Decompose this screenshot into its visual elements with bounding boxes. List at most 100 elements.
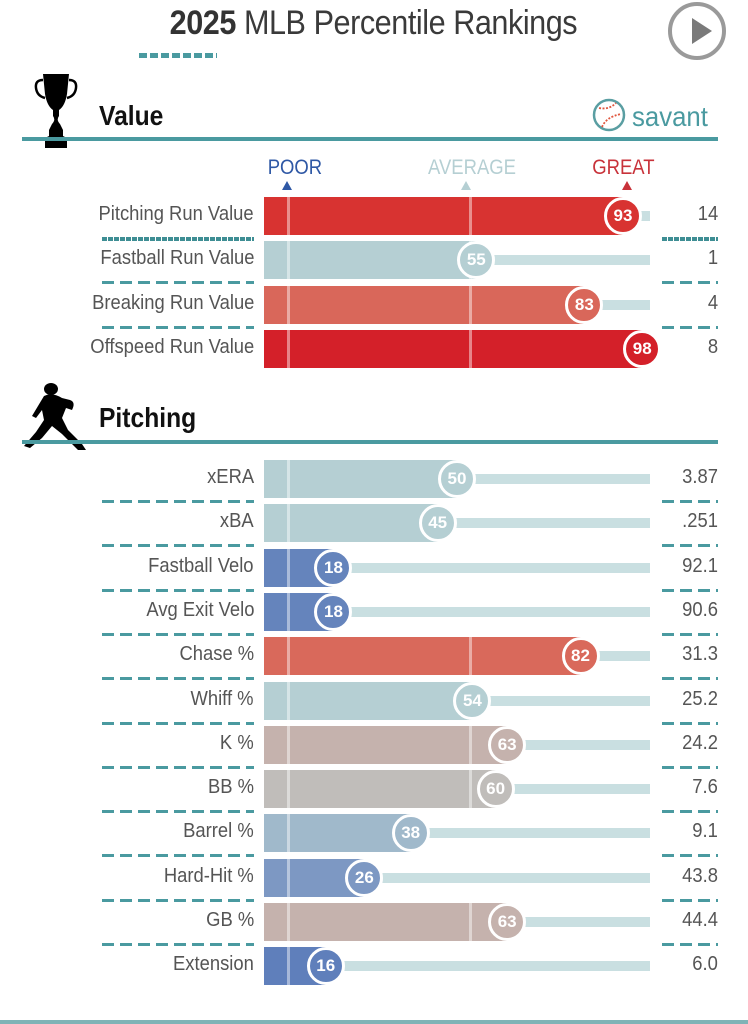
percentile-track [437,518,650,529]
percentile-bubble[interactable]: 50 [438,460,476,498]
section-divider-value [22,137,718,141]
metric-label: Whiff % [190,687,254,710]
percentile-track [410,828,650,839]
gridline [468,725,472,764]
percentile-bar[interactable] [264,725,508,764]
percentile-bar[interactable] [264,241,477,280]
row-separator [102,325,254,329]
metric-label: Fastball Velo [148,554,254,577]
percentile-track [507,739,650,750]
percentile-bubble[interactable]: 38 [391,814,430,853]
metric-value: 44.4 [682,909,718,931]
row-separator [662,677,718,681]
title-text: MLB Percentile Rankings [235,4,578,42]
row-separator [102,500,254,503]
percentile-bubble[interactable]: 26 [345,858,384,897]
percentile-bar[interactable] [264,903,508,941]
metric-label: Extension [173,953,254,976]
gridline [287,637,291,676]
metric-label: Pitching Run Value [98,203,254,225]
gridline [287,814,291,853]
gridline [468,285,472,324]
metric-value: 7.6 [692,776,718,799]
gridline [468,770,472,809]
pitcher-icon [22,382,98,452]
percentile-bubble[interactable]: 54 [453,681,492,720]
scale-label-great: GREAT [592,156,655,179]
baseball-icon [592,98,626,137]
row-separator [662,765,718,769]
percentile-bubble[interactable]: 98 [623,329,662,368]
row-separator [102,588,254,592]
percentile-bar[interactable] [264,770,496,809]
percentile-bubble[interactable]: 60 [476,770,515,809]
metric-label: Hard-Hit % [164,864,254,887]
percentile-bar[interactable] [264,681,473,720]
gridline [468,637,472,676]
section-divider-pitching [22,440,718,444]
bottom-divider [0,1020,748,1024]
percentile-bar[interactable] [264,814,411,853]
play-button[interactable] [668,2,726,60]
row-separator [102,677,254,681]
percentile-track [325,961,650,972]
row-separator [662,588,718,592]
gridline [287,197,291,235]
percentile-track [507,917,650,927]
gridline [287,725,291,764]
savant-logo[interactable]: savant [592,97,715,137]
gridline [287,504,291,543]
percentile-bar[interactable] [264,197,623,235]
percentile-bubble[interactable]: 55 [457,241,496,280]
row-separator [102,281,254,285]
percentile-bar[interactable] [264,504,438,543]
section-title-value: Value [99,100,164,131]
percentile-track [333,606,650,617]
percentile-bar[interactable] [264,285,585,324]
percentile-bubble[interactable]: 83 [565,285,604,324]
percentile-track [364,872,650,883]
average-marker-icon [461,181,471,190]
percentile-bar[interactable] [264,460,457,498]
great-marker-icon [622,181,632,190]
percentile-bubble[interactable]: 63 [488,903,527,941]
section-title-pitching: Pitching [99,402,197,433]
metric-value: 43.8 [682,864,718,887]
poor-marker-icon [282,181,292,190]
percentile-track [495,784,650,795]
row-separator [102,237,254,241]
percentile-track [584,299,650,310]
gridline [287,241,291,280]
percentile-bubble[interactable]: 45 [418,504,457,543]
percentile-bubble[interactable]: 18 [314,548,353,587]
row-separator [662,810,718,814]
percentile-bubble[interactable]: 16 [306,947,345,986]
metric-value: 24.2 [682,731,718,754]
page-title: 2025 MLB Percentile Rankings [37,4,710,43]
metric-value: .251 [682,510,718,533]
metric-label: Chase % [179,643,254,666]
percentile-track [457,474,650,484]
percentile-bubble[interactable]: 93 [603,197,642,235]
gridline [468,329,472,368]
metric-label: Barrel % [183,820,254,843]
percentile-bubble[interactable]: 63 [488,725,527,764]
row-separator [102,854,254,858]
gridline [287,947,291,986]
gridline [287,460,291,498]
percentile-bar[interactable] [264,329,643,368]
metric-value: 14 [697,203,718,225]
metric-label: GB % [205,909,254,931]
row-separator [102,898,254,902]
row-separator [662,281,718,285]
percentile-bubble[interactable]: 82 [561,637,600,676]
metric-label: xERA [206,466,254,488]
metric-label: Avg Exit Velo [145,598,254,621]
percentile-bar[interactable] [264,637,581,676]
row-separator [662,943,718,946]
row-separator [102,632,254,636]
gridline [287,548,291,587]
gridline [287,681,291,720]
row-separator [662,721,718,725]
percentile-bubble[interactable]: 18 [314,592,353,631]
